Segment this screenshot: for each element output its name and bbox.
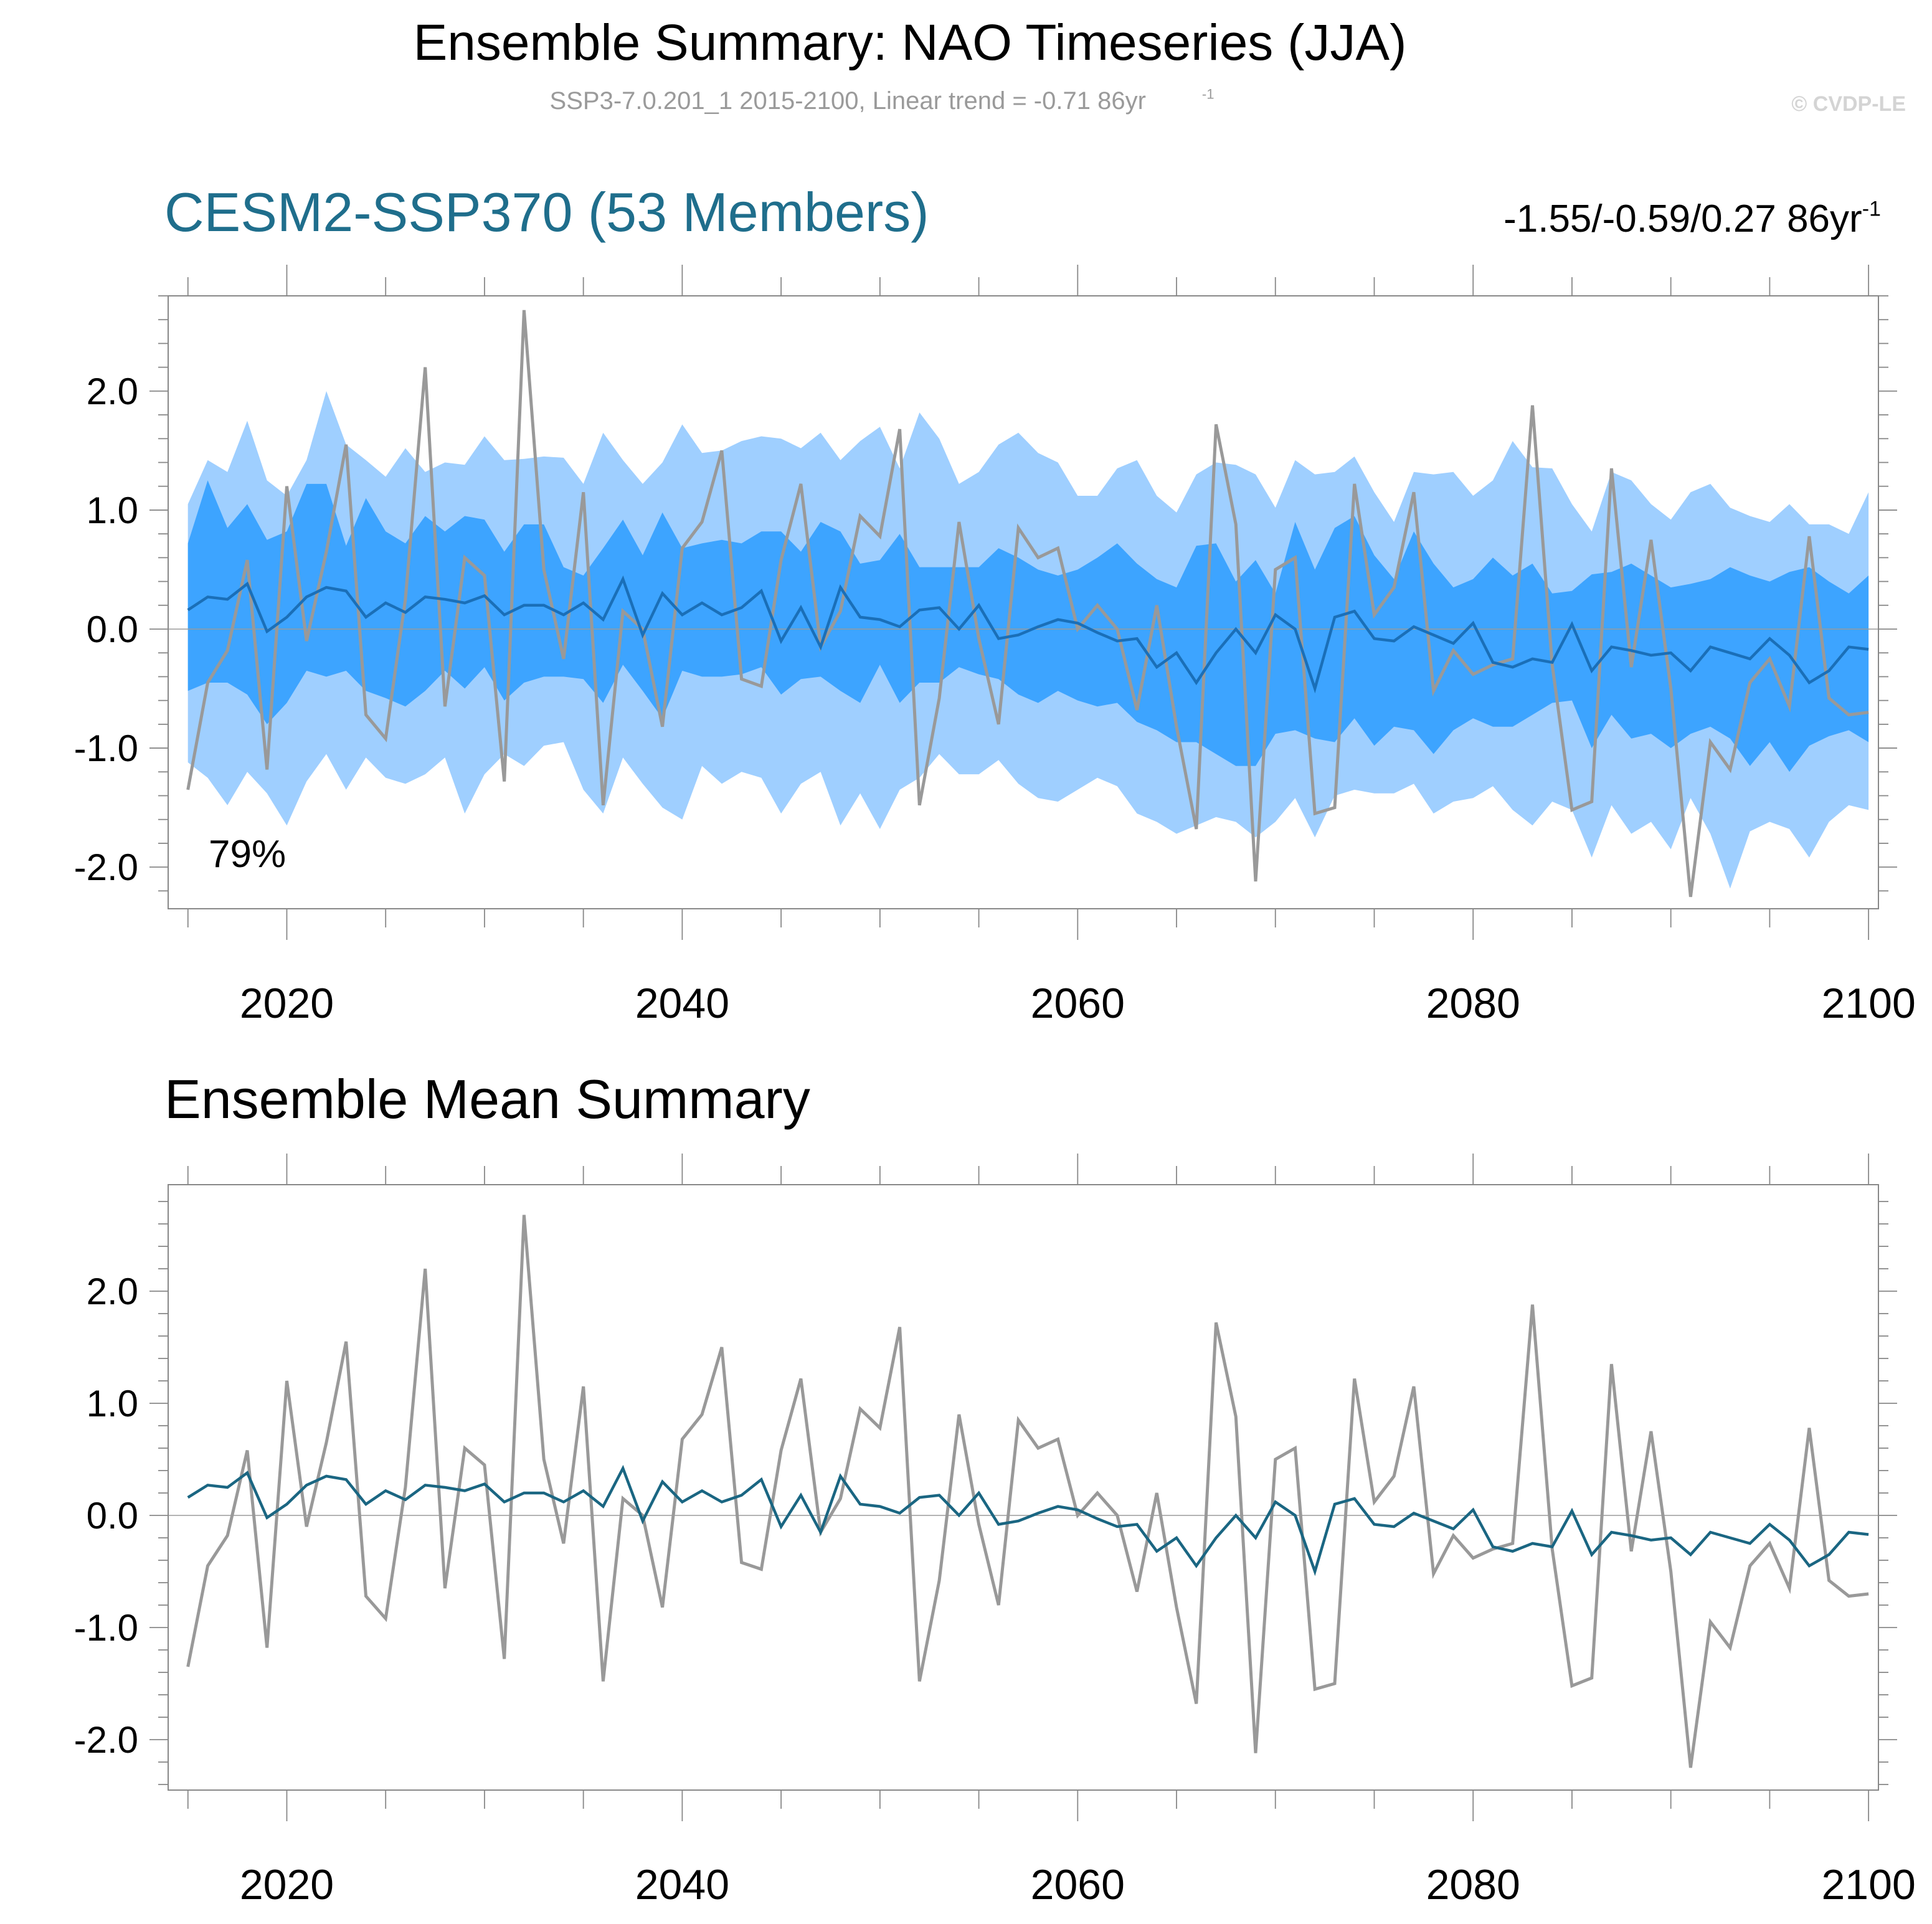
top-x-tick-label: 2040	[635, 980, 729, 1027]
top-panel-title: CESM2-SSP370 (53 Members)	[164, 181, 929, 243]
top-y-tick-label: -2.0	[74, 846, 138, 888]
watermark: © CVDP-LE	[1791, 92, 1906, 116]
top-x-tick-label: 2020	[240, 980, 334, 1027]
bottom-y-tick-label: -2.0	[74, 1719, 138, 1761]
top-ensemble-mean-line	[187, 575, 1869, 694]
chart-subtitle-wrap: SSP3-7.0.201_1 2015-2100, Linear trend =…	[550, 86, 1215, 115]
top-panel-trend-text: -1.55/-0.59/0.27 86yr	[1503, 197, 1862, 240]
subtitle-superscript: -1	[1201, 86, 1215, 102]
top-y-tick-label: 1.0	[87, 490, 138, 531]
top-y-tick-label: 0.0	[87, 609, 138, 650]
chart-subtitle: SSP3-7.0.201_1 2015-2100, Linear trend =…	[0, 86, 1932, 115]
bottom-frame	[168, 1184, 1879, 1791]
bottom-ensemble-mean-line	[187, 1464, 1869, 1576]
bottom-panel-title: Ensemble Mean Summary	[164, 1068, 810, 1130]
top-x-tick-label: 2100	[1821, 980, 1915, 1027]
bottom-x-tick-label: 2040	[635, 1861, 729, 1908]
bottom-y-tick-label: 2.0	[87, 1271, 138, 1312]
top-y-tick-label: 2.0	[87, 371, 138, 412]
bottom-x-tick-label: 2100	[1821, 1861, 1915, 1908]
percent-label: 79%	[209, 833, 286, 876]
top-y-tick-label: -1.0	[74, 727, 138, 769]
chart-subtitle-text: SSP3-7.0.201_1 2015-2100, Linear trend =…	[549, 87, 1146, 115]
top-x-tick-label: 2080	[1426, 980, 1520, 1027]
bottom-y-tick-label: 1.0	[87, 1383, 138, 1424]
bottom-x-tick-label: 2080	[1426, 1861, 1520, 1908]
bottom-y-tick-label: -1.0	[74, 1607, 138, 1649]
bottom-x-tick-label: 2020	[240, 1861, 334, 1908]
top-panel-plot: 2.0 1.0 0.0 -1.0 -2.0 2020 2040 2060 2080 2100 79%	[74, 265, 1916, 1027]
top-observed-line	[186, 310, 1869, 898]
top-frame	[168, 295, 1879, 909]
chart-title: Ensemble Summary: NAO Timeseries (JJA)	[0, 14, 1932, 72]
top-panel-trend: -1.55/-0.59/0.27 86yr-1	[1503, 197, 1881, 241]
top-panel-trend-superscript: -1	[1862, 197, 1881, 221]
bottom-y-tick-label: 0.0	[87, 1495, 138, 1537]
inner-spread-band	[187, 480, 1869, 772]
bottom-x-tick-label: 2060	[1031, 1861, 1125, 1908]
bottom-panel-plot: 2.0 1.0 0.0 -1.0 -2.0 2020 2040 2060 2080 2100	[74, 1154, 1916, 1908]
top-x-tick-label: 2060	[1031, 980, 1125, 1027]
bottom-observed-line	[186, 1215, 1869, 1768]
chart-title-text: Ensemble Summary: NAO Timeseries (JJA)	[413, 14, 1407, 71]
